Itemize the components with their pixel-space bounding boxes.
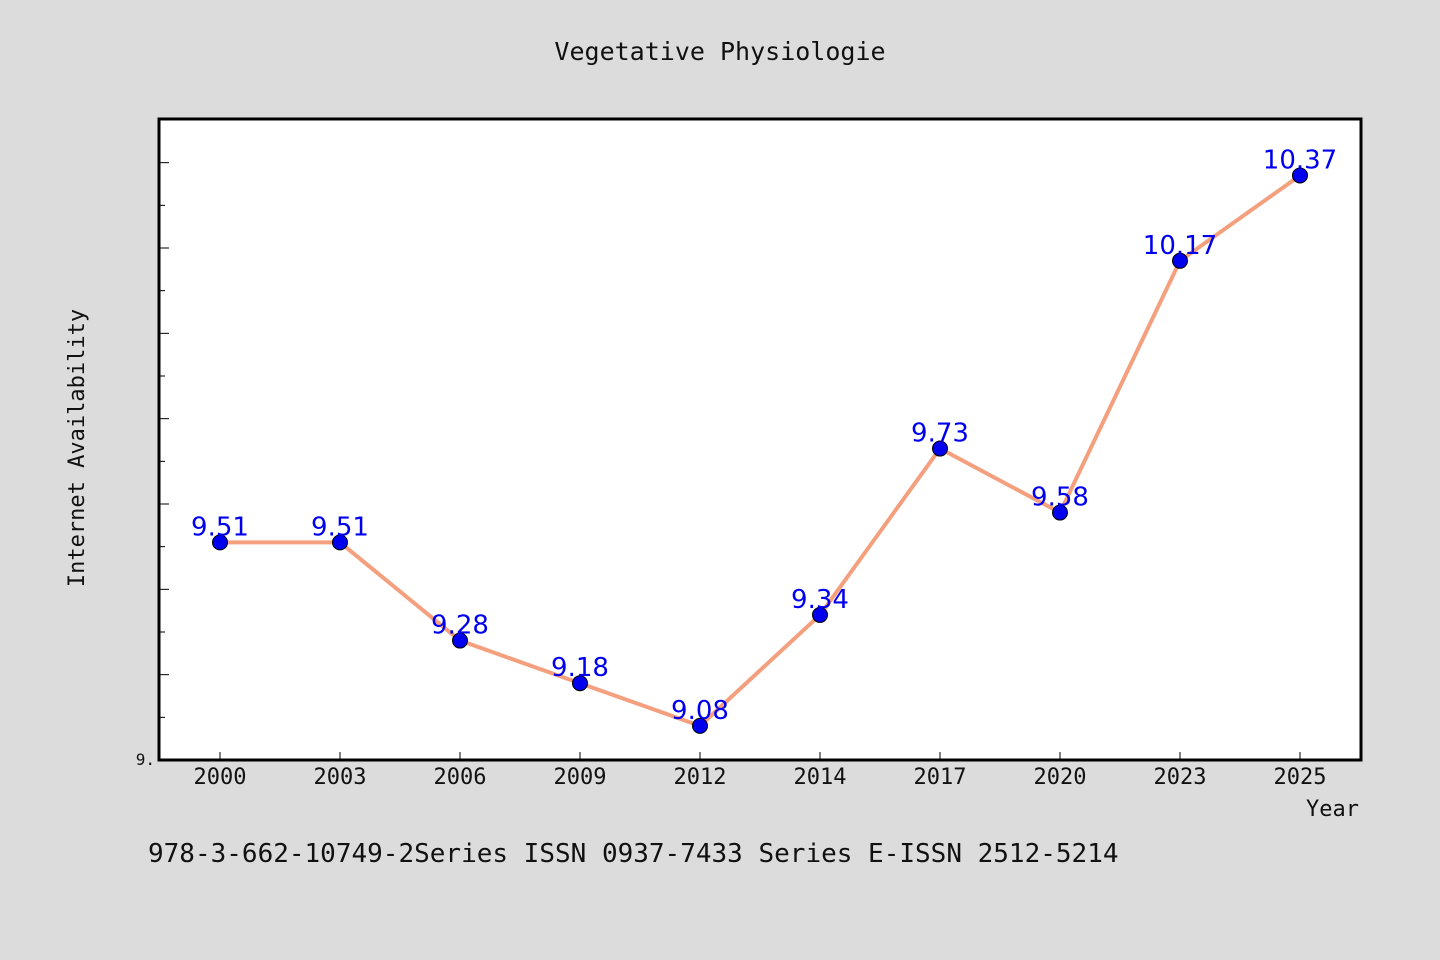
x-tick-label-2023: 2023 xyxy=(1154,765,1207,790)
y-tick-label-0: 9. xyxy=(136,750,155,769)
data-point-2025 xyxy=(1292,167,1308,184)
data-label-2025: 10.37 xyxy=(1263,145,1337,175)
x-tick-label-2020: 2020 xyxy=(1034,765,1087,790)
y-axis-label: Internet Availability xyxy=(65,309,90,587)
data-point-2014 xyxy=(812,606,828,623)
x-tick-label-2006: 2006 xyxy=(434,765,487,790)
data-labels: 9.51 9.51 9.28 9.18 9.08 9.34 9.73 9.58 10.17 10.… xyxy=(191,145,1337,725)
footer-isbn-issn: 978-3-662-10749-2Series ISSN 0937-7433 S… xyxy=(148,839,1119,869)
plot-area xyxy=(157,117,1363,762)
data-point-2023 xyxy=(1172,252,1188,269)
data-label-2012: 9.08 xyxy=(671,696,729,726)
chart-title: Vegetative Physiologie xyxy=(554,37,885,66)
data-point-2020 xyxy=(1052,504,1068,521)
data-label-2003: 9.51 xyxy=(311,512,369,542)
series-line-group xyxy=(220,173,1302,728)
y-axis-ticks: 9. xyxy=(136,162,169,769)
x-tick-label-2009: 2009 xyxy=(554,765,607,790)
data-label-2014: 9.34 xyxy=(791,585,849,615)
data-point-2006 xyxy=(452,632,468,649)
data-markers xyxy=(212,167,1308,734)
x-tick-label-2012: 2012 xyxy=(674,765,727,790)
data-label-2000: 9.51 xyxy=(191,512,249,542)
x-axis-label: Year xyxy=(1306,797,1359,822)
data-point-2017 xyxy=(932,440,948,457)
data-point-2012 xyxy=(692,717,708,734)
data-label-2009: 9.18 xyxy=(551,653,609,683)
x-axis-ticks: 2000 2003 2006 2009 2012 2014 2017 2020 2023 2025 xyxy=(194,752,1327,790)
x-tick-label-2014: 2014 xyxy=(794,765,847,790)
x-tick-label-2025: 2025 xyxy=(1274,765,1327,790)
x-tick-label-2017: 2017 xyxy=(914,765,967,790)
data-label-2006: 9.28 xyxy=(431,611,489,641)
data-label-2023: 10.17 xyxy=(1143,231,1217,261)
data-label-2020: 9.58 xyxy=(1031,483,1089,513)
data-point-2000 xyxy=(212,534,228,551)
x-tick-label-2003: 2003 xyxy=(314,765,367,790)
data-point-2003 xyxy=(332,534,348,551)
x-tick-label-2000: 2000 xyxy=(194,765,247,790)
data-point-2009 xyxy=(572,675,588,692)
series-line xyxy=(220,173,1302,728)
data-label-2017: 9.73 xyxy=(911,419,969,449)
